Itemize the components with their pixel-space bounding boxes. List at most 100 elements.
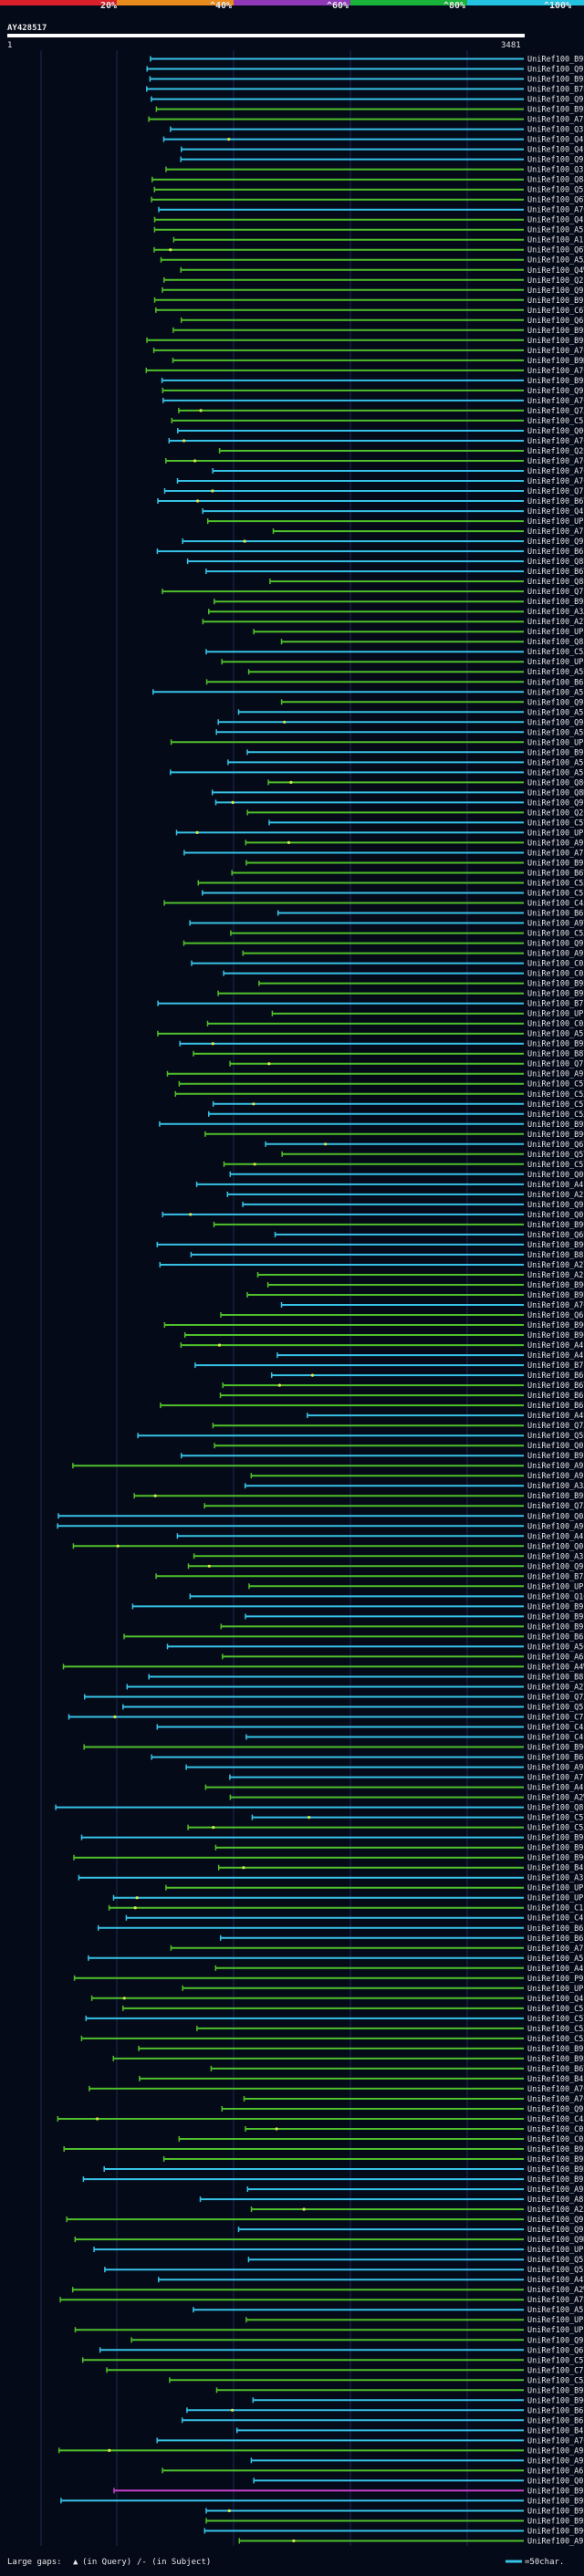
hit-label[interactable]: UniRef100_Q9M644 bbox=[527, 2236, 584, 2245]
hit-label[interactable]: UniRef100_A7QH05 bbox=[527, 347, 584, 356]
hit-label[interactable]: UniRef100_C5XME9 bbox=[527, 648, 584, 657]
hit-label[interactable]: UniRef100_Q1GQU5 bbox=[527, 1592, 584, 1601]
hit-label[interactable]: UniRef100_UP1000... bbox=[527, 628, 584, 637]
hit-label[interactable]: UniRef100_UP1000... bbox=[527, 1010, 584, 1019]
hit-label[interactable]: UniRef100_Q5SM28 bbox=[527, 1704, 584, 1713]
hit-label[interactable]: UniRef100_A4FF46 bbox=[527, 1351, 584, 1361]
hit-label[interactable]: UniRef100_B8BE22 bbox=[527, 1674, 584, 1683]
hit-label[interactable]: UniRef100_B9HTT1 bbox=[527, 1291, 584, 1300]
hit-label[interactable]: UniRef100_B6TKY5 bbox=[527, 497, 584, 506]
hit-label[interactable]: UniRef100_A4F249 bbox=[527, 1784, 584, 1793]
hit-label[interactable]: UniRef100_B6SQ62 bbox=[527, 1632, 584, 1642]
hit-label[interactable]: UniRef100_B6SQ08 bbox=[527, 1924, 584, 1934]
hit-label[interactable]: UniRef100_B9FJ62 bbox=[527, 1622, 584, 1632]
hit-label[interactable]: UniRef100_A2WNS1 bbox=[527, 2286, 584, 2295]
hit-label[interactable]: UniRef100_C5XT91 bbox=[527, 2376, 584, 2385]
hit-label[interactable]: UniRef100_Q6H4L1 bbox=[527, 1231, 584, 1240]
hit-label[interactable]: UniRef100_B9HCR8 bbox=[527, 1040, 584, 1049]
hit-label[interactable]: UniRef100_UP1000... bbox=[527, 1582, 584, 1591]
hit-label[interactable]: UniRef100_A3A9K2 bbox=[527, 608, 584, 617]
hit-label[interactable]: UniRef100_C5Y1V8 bbox=[527, 1080, 584, 1090]
hit-label[interactable]: UniRef100_A7UHB0 bbox=[527, 116, 584, 125]
hit-label[interactable]: UniRef100_Q84XB1 bbox=[527, 176, 584, 185]
hit-label[interactable]: UniRef100_B9HGP8 bbox=[527, 337, 584, 346]
hit-label[interactable]: UniRef100_Q7PL6 bbox=[527, 588, 584, 597]
hit-label[interactable]: UniRef100_Q6TKQ4 bbox=[527, 196, 584, 205]
hit-label[interactable]: UniRef100_Q32W75 bbox=[527, 126, 584, 135]
hit-label[interactable]: UniRef100_Q0JS29 bbox=[527, 1512, 584, 1521]
hit-label[interactable]: UniRef100_C5XMB0 bbox=[527, 2025, 584, 2034]
hit-label[interactable]: UniRef100_B7JI34 bbox=[527, 1572, 584, 1581]
hit-label[interactable]: UniRef100_B9GS58 bbox=[527, 1131, 584, 1140]
hit-label[interactable]: UniRef100_A7QH12 bbox=[527, 457, 584, 466]
hit-label[interactable]: UniRef100_A5AHH0 bbox=[527, 256, 584, 266]
hit-label[interactable]: UniRef100_B4FSK2 bbox=[527, 2426, 584, 2435]
hit-label[interactable]: UniRef100_C0J914 bbox=[527, 970, 584, 979]
hit-label[interactable]: UniRef100_B9RE00 bbox=[527, 2386, 584, 2395]
hit-label[interactable]: UniRef100_B6THI8 bbox=[527, 2065, 584, 2074]
hit-label[interactable]: UniRef100_Q6ZH77 bbox=[527, 1311, 584, 1320]
hit-label[interactable]: UniRef100_B9HEI3 bbox=[527, 1121, 584, 1130]
hit-label[interactable]: UniRef100_A4WUQ8 bbox=[527, 1663, 584, 1672]
hit-label[interactable]: UniRef100_C5Y1V6 bbox=[527, 1100, 584, 1110]
hit-label[interactable]: UniRef100_B9HYX1 bbox=[527, 377, 584, 386]
hit-label[interactable]: UniRef100_A5BVE0 bbox=[527, 768, 584, 777]
hit-label[interactable]: UniRef100_A7PXW1 bbox=[527, 850, 584, 859]
hit-label[interactable]: UniRef100_UP1000... bbox=[527, 2326, 584, 2335]
hit-label[interactable]: UniRef100_C6T283 bbox=[527, 307, 584, 316]
hit-label[interactable]: UniRef100_Q0ILA7 bbox=[527, 1442, 584, 1451]
hit-label[interactable]: UniRef100_Q9LBL5 bbox=[527, 537, 584, 547]
hit-label[interactable]: UniRef100_B9GEL0 bbox=[527, 1854, 584, 1863]
hit-label[interactable]: UniRef100_C0J917 bbox=[527, 2135, 584, 2144]
hit-label[interactable]: UniRef100_Q20DF5 bbox=[527, 808, 584, 818]
hit-label[interactable]: UniRef100_Q9C5I3 bbox=[527, 718, 584, 727]
hit-label[interactable]: UniRef100_B9HID6 bbox=[527, 980, 584, 989]
hit-label[interactable]: UniRef100_A5NMP7 bbox=[527, 728, 584, 737]
hit-label[interactable]: UniRef100_Q9C176 bbox=[527, 698, 584, 707]
hit-label[interactable]: UniRef100_Q6YUQ8 bbox=[527, 1141, 584, 1150]
hit-label[interactable]: UniRef100_Q40477 bbox=[527, 146, 584, 155]
hit-label[interactable]: UniRef100_Q8S4Y5 bbox=[527, 1804, 584, 1813]
hit-label[interactable]: UniRef100_B7FH84 bbox=[527, 1000, 584, 1009]
hit-label[interactable]: UniRef100_UP1000... bbox=[527, 829, 584, 838]
hit-label[interactable]: UniRef100_Q5S0Q4 bbox=[527, 186, 584, 195]
hit-label[interactable]: UniRef100_C0J913 bbox=[527, 1020, 584, 1029]
hit-label[interactable]: UniRef100_B9GMV6 bbox=[527, 1221, 584, 1230]
hit-label[interactable]: UniRef100_UP1000... bbox=[527, 517, 584, 527]
hit-label[interactable]: UniRef100_Q8H339 bbox=[527, 578, 584, 587]
hit-label[interactable]: UniRef100_A5GYB6 bbox=[527, 1643, 584, 1652]
hit-label[interactable]: UniRef100_Q0DNW4 bbox=[527, 1171, 584, 1180]
hit-label[interactable]: UniRef100_A5BEE1 bbox=[527, 708, 584, 717]
hit-label[interactable]: UniRef100_A7PSI2 bbox=[527, 1774, 584, 1783]
hit-label[interactable]: UniRef100_A5BWL7 bbox=[527, 226, 584, 235]
hit-label[interactable]: UniRef100_B9RUQ1 bbox=[527, 1834, 584, 1843]
hit-label[interactable]: UniRef100_A5BY44 bbox=[527, 758, 584, 767]
hit-label[interactable]: UniRef100_Q51I29 bbox=[527, 2266, 584, 2275]
hit-label[interactable]: UniRef100_Q9FZ90 bbox=[527, 2105, 584, 2114]
hit-label[interactable]: UniRef100_C5YFN4 bbox=[527, 819, 584, 828]
hit-label[interactable]: UniRef100_A5BUH0 bbox=[527, 2306, 584, 2315]
hit-label[interactable]: UniRef100_A7QTB1 bbox=[527, 1301, 584, 1310]
hit-label[interactable]: UniRef100_B9HZ08 bbox=[527, 2508, 584, 2517]
hit-label[interactable]: UniRef100_B4FVN3 bbox=[527, 1864, 584, 1873]
hit-label[interactable]: UniRef100_A9SQX2 bbox=[527, 950, 584, 959]
hit-label[interactable]: UniRef100_A2YLW5 bbox=[527, 618, 584, 627]
hit-label[interactable]: UniRef100_C0J915 bbox=[527, 960, 584, 969]
hit-label[interactable]: UniRef100_A4YIX2 bbox=[527, 2276, 584, 2285]
hit-label[interactable]: UniRef100_Q9FIP9 bbox=[527, 387, 584, 396]
hit-label[interactable]: UniRef100_B9GRP6 bbox=[527, 1744, 584, 1753]
hit-label[interactable]: UniRef100_UP1000... bbox=[527, 658, 584, 667]
hit-label[interactable]: UniRef100_B9N1E4 bbox=[527, 598, 584, 607]
hit-label[interactable]: UniRef100_B9GZZ1 bbox=[527, 2528, 584, 2537]
hit-label[interactable]: UniRef100_A4PY00 bbox=[527, 1965, 584, 1974]
hit-label[interactable]: UniRef100_C7J2J1 bbox=[527, 1714, 584, 1723]
hit-label[interactable]: UniRef100_B7ZYT2 bbox=[527, 1361, 584, 1371]
hit-label[interactable]: UniRef100_C4FTX8 bbox=[527, 1734, 584, 1743]
hit-label[interactable]: UniRef100_B7HMA0 bbox=[527, 86, 584, 95]
hit-label[interactable]: UniRef100_Q9LW49 bbox=[527, 156, 584, 165]
hit-label[interactable]: UniRef100_B4FFN5 bbox=[527, 2075, 584, 2084]
hit-label[interactable]: UniRef100_C5Y1V7 bbox=[527, 1161, 584, 1170]
hit-label[interactable]: UniRef100_UP1000... bbox=[527, 2316, 584, 2325]
hit-label[interactable]: UniRef100_Q4ED35 bbox=[527, 216, 584, 225]
hit-label[interactable]: UniRef100_B9HKZ0 bbox=[527, 2518, 584, 2527]
